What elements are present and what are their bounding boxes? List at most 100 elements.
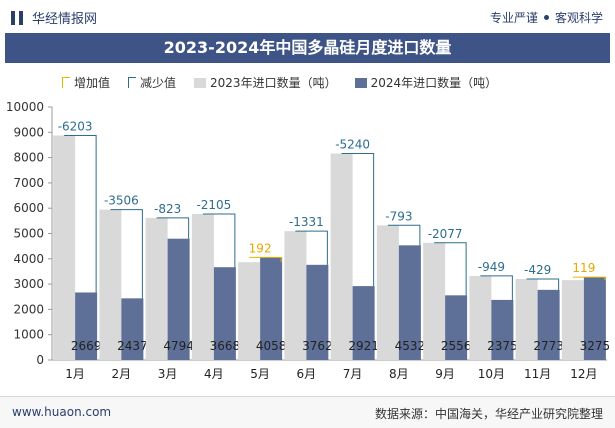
bar-2024 (213, 267, 236, 360)
change-bracket (434, 242, 467, 296)
x-tick-label: 4月 (204, 367, 224, 381)
x-tick-label: 9月 (435, 367, 455, 381)
change-bracket (526, 278, 560, 290)
y-tick-label: 2000 (13, 302, 44, 316)
bar-2024 (167, 238, 190, 360)
footer-site: www.huaon.com (12, 405, 112, 419)
change-bracket (341, 153, 375, 287)
data-label-2024: 3668 (210, 339, 241, 353)
legend-decrease-icon (128, 77, 137, 88)
data-label-2024: 2773 (533, 339, 564, 353)
x-tick-label: 5月 (250, 367, 270, 381)
bar-2023 (515, 278, 538, 360)
data-label-2024: 2375 (487, 339, 518, 353)
x-tick-label: 11月 (524, 367, 551, 381)
title-bar: 2023-2024年中国多晶硅月度进口数量 (5, 33, 610, 63)
x-tick-label: 12月 (570, 367, 597, 381)
y-tick-label: 9000 (13, 125, 44, 139)
legend-label-increase: 增加值 (74, 76, 111, 90)
data-label-2024: 4532 (395, 339, 426, 353)
bar-2023 (469, 275, 492, 360)
bar-2023 (330, 153, 353, 360)
x-tick-label: 6月 (297, 367, 317, 381)
bar-2023 (376, 225, 399, 360)
change-label: -5240 (335, 138, 370, 152)
legend-label-decrease: 减少值 (140, 76, 177, 90)
x-tick-label: 8月 (389, 367, 409, 381)
bar-2024 (121, 298, 144, 360)
change-bracket (156, 217, 190, 239)
tagline-left: 专业严谨 (489, 11, 538, 25)
legend-2024-swatch (354, 77, 367, 88)
legend-label-2024: 2024年进口数量（吨） (370, 76, 498, 90)
change-bracket (572, 276, 606, 281)
change-bracket (387, 224, 421, 246)
y-tick-label: 0 (36, 353, 44, 367)
tagline: 专业严谨 客观科学 (490, 9, 603, 26)
bar-2023 (53, 135, 76, 360)
tagline-dot-icon (543, 15, 549, 20)
bar-2024 (398, 245, 421, 360)
legend-item-2023: 2023年进口数量（吨） (194, 74, 337, 91)
y-tick-label: 4000 (13, 252, 44, 266)
y-tick-label: 8000 (13, 151, 44, 165)
bar-2024 (306, 264, 329, 360)
x-tick-label: 3月 (158, 367, 178, 381)
footer-source: 数据来源：中国海关，华经产业研究院整理 (374, 407, 603, 421)
y-tick-label: 6000 (13, 201, 44, 215)
bar-2024 (445, 295, 468, 360)
data-label-2024: 3762 (302, 339, 333, 353)
legend-label-2023: 2023年进口数量（吨） (210, 76, 337, 90)
tagline-right: 客观科学 (554, 11, 603, 25)
footer: www.huaon.com 数据来源：中国海关，华经产业研究院整理 (0, 396, 615, 428)
change-bracket (249, 256, 282, 263)
change-label: -2105 (196, 198, 231, 212)
change-label: 119 (572, 261, 595, 275)
legend-increase-icon (62, 77, 70, 88)
x-tick-label: 7月 (343, 367, 363, 381)
bar-2023 (561, 280, 584, 360)
legend-item-2024: 2024年进口数量（吨） (354, 74, 498, 91)
change-label: -823 (154, 202, 181, 216)
change-label: 192 (249, 241, 272, 255)
brand-name: 华经情报网 (32, 12, 98, 27)
y-tick-label: 5000 (13, 227, 44, 241)
y-tick-label: 7000 (13, 176, 44, 190)
chart-title: 2023-2024年中国多晶硅月度进口数量 (163, 38, 452, 57)
legend-2023-swatch (194, 77, 207, 88)
change-bracket (295, 230, 328, 265)
bar-2024 (491, 299, 514, 360)
data-label-2024: 2669 (71, 339, 102, 353)
change-label: -949 (478, 260, 505, 274)
change-label: -6203 (58, 120, 93, 134)
bar-2023 (238, 262, 261, 360)
legend-item-decrease: 减少值 (128, 74, 176, 91)
bar-2024 (583, 277, 606, 360)
y-tick-label: 3000 (13, 277, 44, 291)
bar-2024 (537, 289, 560, 360)
x-tick-label: 2月 (112, 367, 132, 381)
change-bracket (64, 135, 97, 293)
change-bracket (110, 209, 143, 299)
change-label: -429 (524, 263, 551, 277)
bar-2023 (145, 217, 168, 360)
change-label: -793 (385, 209, 412, 223)
top-bar: 华经情报网 专业严谨 客观科学 (0, 0, 615, 32)
chart-plot: 0 1000 2000 3000 4000 5000 6000 7000 8000 9000 100… (6, 100, 610, 381)
y-tick-label: 1000 (13, 328, 44, 342)
x-tick-label: 10月 (478, 367, 505, 381)
bar-2024 (352, 286, 375, 360)
data-label-2024: 2556 (441, 339, 472, 353)
brand: 华经情报网 (10, 8, 97, 27)
bar-2023 (423, 242, 446, 360)
y-tick-label: 10000 (6, 100, 44, 114)
legend-item-increase: 增加值 (62, 74, 110, 91)
change-bracket (202, 213, 236, 268)
change-label: -1331 (289, 215, 324, 229)
bar-2023 (99, 209, 122, 360)
bar-2023 (191, 213, 214, 360)
bar-2023 (284, 231, 307, 360)
bar-2024 (75, 292, 98, 360)
data-label-2024: 2921 (348, 339, 379, 353)
data-label-2024: 4794 (163, 339, 194, 353)
